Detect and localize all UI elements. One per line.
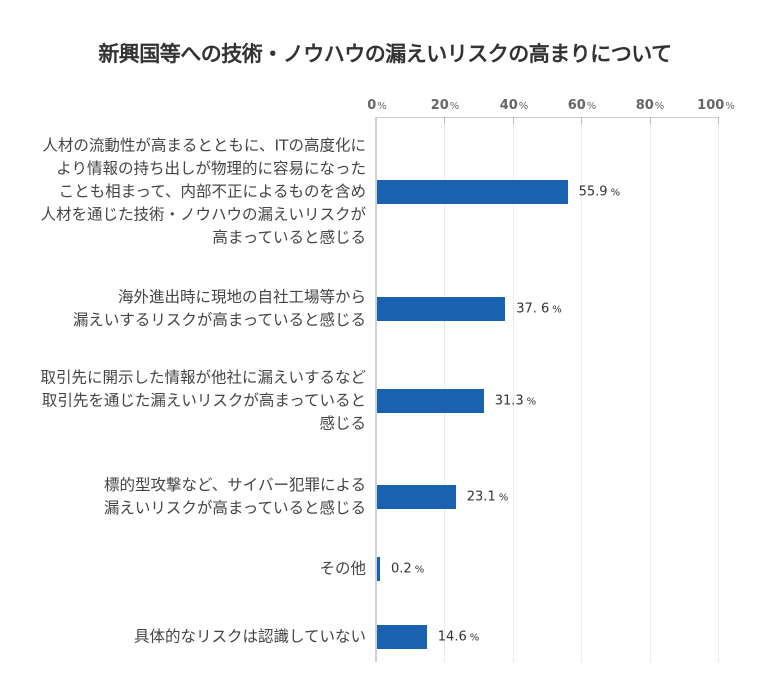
tick-mark [444,117,445,124]
category-label: 人材の流動性が高まるとともに、ITの高度化に より情報の持ち出しが物理的に容易に… [40,136,366,247]
value-label: 31.3% [494,393,537,409]
tick-mark [513,117,514,124]
bar [377,557,380,581]
x-tick-label-60: 60% [567,98,597,113]
x-tick-label-80: 80% [635,98,665,113]
tick-mark [581,117,582,124]
gridline [581,124,582,662]
value-label: 23.1% [466,489,509,505]
category-label: 海外進出時に現地の自社工場等から 漏えいするリスクが高まっていると感じる [72,288,366,329]
value-label: 14.6% [437,629,480,645]
chart-title: 新興国等への技術・ノウハウの漏えいリスクの高まりについて [98,42,672,66]
gridline [718,124,719,662]
value-label: 55.9% [578,184,621,200]
category-label: 標的型攻撃など、サイバー犯罪による 漏えいリスクが高まっていると感じる [103,476,366,517]
category-label: 具体的なリスクは認識していない [133,627,366,646]
value-label: 0.2% [391,561,425,577]
bar [377,180,568,204]
category-label: その他 [319,559,366,578]
bar [377,297,506,321]
gridline [650,124,651,662]
axis-top-line [376,117,718,118]
gridline [513,124,514,662]
x-tick-label-20: 20% [430,98,460,113]
x-tick-label-0: 0% [367,98,387,113]
category-label: 取引先に開示した情報が他社に漏えいするなど 取引先を通じた漏えいリスクが高まって… [40,368,366,433]
tick-mark [718,117,719,124]
tick-mark [650,117,651,124]
value-label: 37. 6% [516,301,562,317]
x-tick-label-40: 40% [499,98,529,113]
bar [377,389,484,413]
bar [377,625,427,649]
y-axis-baseline [375,117,377,662]
x-tick-label-100: 100% [697,98,735,113]
bar [377,485,456,509]
